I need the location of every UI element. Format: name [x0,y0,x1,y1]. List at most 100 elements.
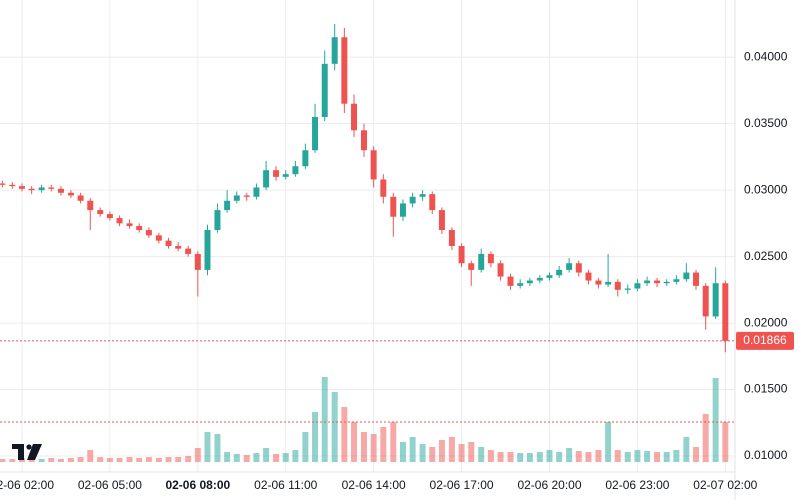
y-tick-label: 0.03000 [744,182,788,196]
volume-bar [585,452,592,462]
volume-bar [77,457,84,462]
candle-body [526,280,533,284]
candle-body [575,263,582,273]
volume-bar [126,457,133,462]
volume-bar [614,450,621,462]
volume-bar [507,452,514,462]
candle-body [536,277,543,281]
volume-bar [136,458,143,462]
x-tick-label: 02-06 08:00 [165,478,230,492]
y-tick-label: 0.02000 [744,315,788,329]
candle-body [18,186,25,189]
candle-body [683,272,690,280]
candle-body [57,188,64,193]
plot-area [0,23,735,462]
volume-bar [321,377,328,462]
candle-body [253,187,260,197]
volume-bar [478,447,485,462]
candle-body [351,103,358,131]
candle-body [273,170,280,177]
x-tick-label: 02-06 02:00 [0,478,54,492]
candle-body [331,37,338,64]
volume-bar [57,459,64,462]
x-tick-label: 02-06 17:00 [430,478,494,492]
volume-bar [497,452,504,462]
volume-bar [712,378,719,462]
candle-body [556,269,563,276]
candle-body [126,223,133,227]
candle-body [243,195,250,197]
candle-body [185,248,192,254]
candle-body [28,188,35,191]
volume-bar [575,451,582,462]
y-tick-label: 0.04000 [744,49,788,63]
candle-body [136,226,143,231]
volume-bar [673,450,680,462]
candle-body [360,130,367,151]
candle-body [116,218,123,224]
candle-body [77,195,84,201]
volume-bar [419,444,426,462]
candle-body [712,283,719,317]
volume-bar [517,453,524,462]
volume-bar [556,452,563,462]
candle-body [106,214,113,219]
candle-body [9,184,16,187]
volume-bar [468,442,475,462]
candle-body [390,196,397,217]
volume-bar [683,437,690,462]
volume-bar [429,447,436,462]
volume-bar [693,447,700,462]
candle-body [654,280,661,284]
volume-bar [702,414,709,462]
candle-body [38,187,45,191]
candle-body [448,230,455,246]
volume-bar [292,450,299,462]
x-tick-label: 02-06 14:00 [342,478,406,492]
candle-body [321,63,328,118]
volume-bar [233,454,240,462]
candle-body [224,200,231,211]
volume-bar [48,458,55,462]
candle-body [517,283,524,286]
candle-body [497,263,504,277]
volume-bar [595,450,602,462]
candle-body [312,117,319,151]
candle-body [409,196,416,204]
x-tick-label: 02-06 20:00 [517,478,581,492]
volume-bar [370,434,377,462]
candle-body [546,275,553,278]
volume-bar [605,422,612,462]
volume-bar [0,459,6,462]
volume-bar [302,432,309,462]
x-tick-label: 02-06 11:00 [254,478,317,492]
candle-body [302,150,309,167]
volume-bar [175,457,182,462]
volume-bar [204,432,211,462]
volume-bar [87,450,94,462]
candle-body [722,283,729,341]
volume-bar [351,422,358,462]
y-tick-label: 0.02500 [744,249,788,263]
candle-body [341,37,348,104]
axes: 0.01000 0.01500 0.02000 0.02500 0.03000 0.035… [0,49,794,492]
volume-bar [722,422,729,462]
volume-bar [448,437,455,462]
volume-bar [194,448,201,462]
volume-bar [663,452,670,462]
volume-bar [253,453,260,462]
volume-bar [97,457,104,462]
candle-body [155,235,162,241]
x-tick-label: 02-07 02:00 [693,478,757,492]
y-tick-label: 0.01500 [744,382,788,396]
volume-bar [624,452,631,462]
volume-bar [360,432,367,462]
volume-bar [458,444,465,462]
candle-body [194,253,201,270]
candle-body [595,280,602,285]
candle-body [263,170,270,188]
volume-bar [526,453,533,462]
volume-bar [546,450,553,462]
volume-bar [536,452,543,462]
candle-body [429,194,436,211]
